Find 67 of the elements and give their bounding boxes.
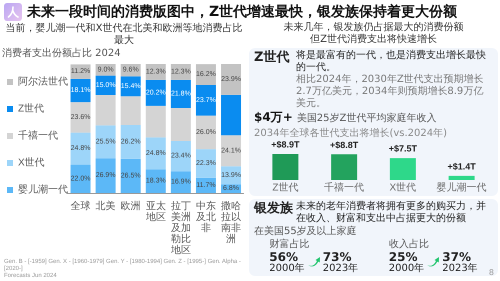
y-axis-title: 消费者支出份额占比 2024 [2, 48, 122, 60]
bar [170, 108, 191, 142]
x-tick-label: 拉丁美洲及加勒比地区 [170, 200, 191, 256]
text: 8 [488, 268, 494, 277]
text: 将是最富有的一代，也是消费支出增长最快的一代。 [296, 50, 487, 74]
bar [120, 125, 141, 159]
text: 56% [269, 250, 298, 264]
x-tick-label: 撒哈拉以南非洲 [221, 200, 242, 245]
text: 收入占比 [388, 239, 429, 251]
data-label: +$1.4T [447, 161, 476, 172]
text: 银发族 [254, 201, 294, 217]
bar [170, 80, 191, 108]
data-label: +$8.8T [330, 140, 359, 150]
x-tick-label: 千禧一代 [324, 182, 364, 194]
text: 25% [388, 250, 418, 264]
text: Z世代 [254, 50, 290, 66]
bar [196, 149, 216, 178]
x-tick-label: 亚太地区 [144, 200, 166, 223]
text: 美国25岁Z世代平均家庭年收入 [296, 113, 436, 124]
chart-subtitle: 当前，婴儿潮一代和X世代在北美和欧洲等地消费占比最大 [4, 23, 244, 47]
text: 2000年 [388, 263, 424, 274]
text: 37% [442, 250, 471, 264]
x-tick-label: Z世代 [272, 182, 298, 194]
legend-label: Z世代 [18, 102, 44, 114]
bar [146, 106, 166, 138]
text: 未来几年，银发族仍占据最大的消费份额但Z世代消费支出将快速增长 [282, 22, 464, 46]
legend-label: X世代 [18, 156, 45, 168]
bar [146, 137, 166, 170]
text: 财富占比 [269, 239, 310, 251]
text: 未来的老年消费者将拥有更多的购买力，并在收入、财富和支出中占据更大的份额 [296, 201, 487, 225]
text: 2023年 [442, 263, 478, 274]
legend-label: 千禧一代 [18, 130, 58, 142]
bar [120, 96, 141, 126]
x-tick-label: 婴儿潮一代 [436, 182, 487, 194]
text: 73% [322, 250, 352, 264]
bar [96, 94, 116, 126]
bar [272, 154, 298, 180]
bar [70, 132, 91, 165]
bar [170, 141, 191, 172]
bar [221, 64, 242, 95]
bar [196, 116, 216, 150]
bar [120, 158, 141, 193]
x-tick-label: 全球 [70, 200, 91, 212]
data-label: +$8.9T [271, 140, 300, 150]
bar [96, 125, 116, 158]
text: $4万+ [254, 110, 293, 124]
bar [331, 154, 358, 180]
x-tick-label: X世代 [390, 182, 416, 194]
bar [70, 164, 91, 193]
text: 2000年 [269, 263, 305, 274]
x-tick-label: 北美 [96, 200, 116, 212]
bar [390, 158, 416, 180]
chart-title: 2034年全球各世代支出将增长(vs.2024年) [254, 128, 448, 140]
bar [96, 158, 116, 193]
text: 在美国55岁及以上家庭 [254, 225, 358, 238]
x-tick-label: 中东及北非 [196, 200, 216, 234]
text: 相比2024年，2030年Z世代支出预期增长2.7万亿美元，2034年则预期增长8.9万亿美元。 [296, 74, 485, 110]
chart-title: 未来一段时间的消费版图中，Z世代增速最快，银发族保持着更大份额 [27, 3, 458, 21]
x-tick-label: 欧洲 [120, 200, 141, 212]
legend-label: 阿尔法世代 [18, 76, 68, 88]
data-label: +$7.5T [388, 144, 418, 154]
bar [196, 85, 216, 116]
bar [448, 176, 475, 180]
bar [221, 135, 242, 166]
bar [70, 102, 91, 133]
bar [221, 94, 242, 136]
text: 2023年 [322, 263, 358, 274]
